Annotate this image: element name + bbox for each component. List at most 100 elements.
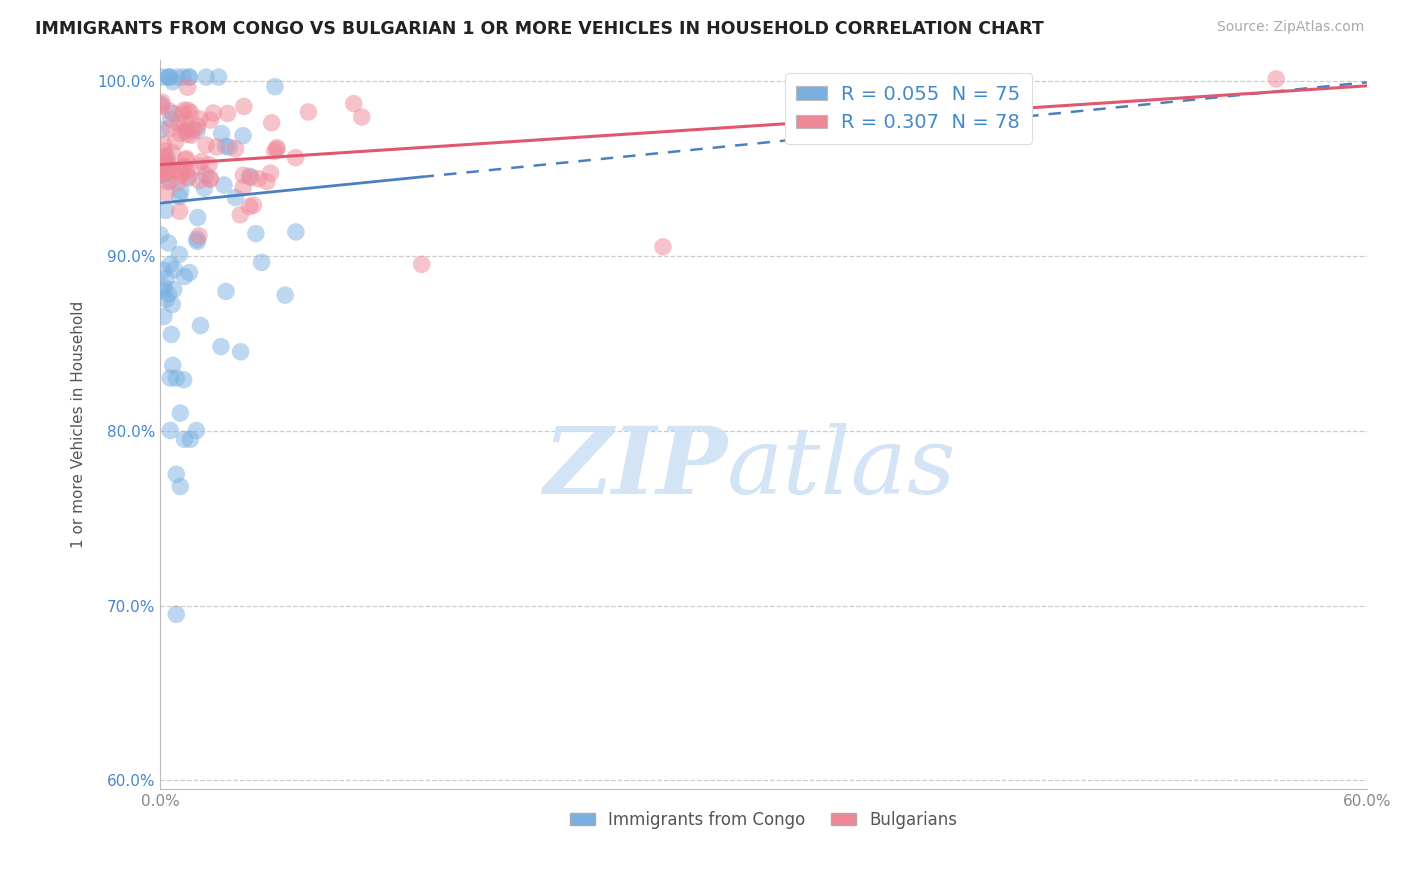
Point bbox=[652, 240, 675, 254]
Point bbox=[166, 175, 188, 189]
Point bbox=[155, 153, 177, 168]
Point bbox=[157, 159, 180, 173]
Point bbox=[156, 175, 179, 189]
Point bbox=[169, 127, 191, 141]
Point bbox=[150, 162, 173, 177]
Point bbox=[212, 178, 235, 192]
Point bbox=[176, 152, 198, 166]
Point bbox=[170, 184, 193, 198]
Point bbox=[176, 80, 198, 95]
Point bbox=[411, 257, 433, 271]
Point bbox=[200, 171, 222, 186]
Point bbox=[156, 165, 179, 179]
Point bbox=[150, 70, 173, 84]
Point bbox=[260, 116, 283, 130]
Point bbox=[174, 124, 197, 138]
Point bbox=[180, 128, 202, 143]
Point bbox=[155, 203, 177, 218]
Point bbox=[155, 271, 177, 285]
Point bbox=[167, 117, 190, 131]
Point bbox=[209, 340, 232, 354]
Point bbox=[149, 164, 172, 178]
Legend: Immigrants from Congo, Bulgarians: Immigrants from Congo, Bulgarians bbox=[564, 805, 963, 836]
Point bbox=[238, 200, 260, 214]
Point bbox=[155, 158, 177, 172]
Point bbox=[198, 158, 221, 172]
Point bbox=[229, 208, 252, 222]
Point bbox=[173, 159, 195, 173]
Point bbox=[264, 79, 287, 94]
Point bbox=[176, 128, 198, 142]
Point bbox=[179, 266, 201, 280]
Point bbox=[159, 121, 181, 136]
Point bbox=[266, 141, 288, 155]
Point bbox=[150, 99, 173, 113]
Point bbox=[1265, 71, 1288, 86]
Point bbox=[177, 70, 200, 84]
Point bbox=[165, 467, 187, 482]
Point bbox=[150, 95, 173, 110]
Point bbox=[188, 112, 211, 126]
Point bbox=[155, 186, 177, 200]
Point bbox=[229, 344, 252, 359]
Point bbox=[152, 263, 174, 277]
Point bbox=[162, 106, 184, 120]
Point bbox=[239, 169, 262, 184]
Point bbox=[172, 167, 194, 181]
Point bbox=[224, 142, 246, 156]
Point bbox=[186, 119, 208, 133]
Point bbox=[169, 189, 191, 203]
Point bbox=[183, 122, 205, 136]
Point bbox=[266, 142, 288, 156]
Point bbox=[174, 153, 197, 167]
Point bbox=[169, 406, 191, 420]
Point bbox=[149, 97, 172, 112]
Point bbox=[157, 287, 180, 301]
Point bbox=[153, 280, 176, 294]
Point bbox=[160, 327, 183, 342]
Point bbox=[172, 161, 194, 175]
Point bbox=[186, 235, 208, 249]
Point bbox=[232, 128, 254, 143]
Point bbox=[187, 211, 209, 225]
Point bbox=[157, 70, 180, 84]
Point bbox=[172, 107, 194, 121]
Point bbox=[156, 150, 179, 164]
Point bbox=[274, 288, 297, 302]
Point bbox=[284, 225, 307, 239]
Point bbox=[218, 140, 240, 154]
Point bbox=[198, 172, 221, 186]
Point bbox=[155, 293, 177, 307]
Point bbox=[170, 169, 193, 183]
Point bbox=[179, 432, 201, 446]
Point bbox=[186, 123, 208, 137]
Point bbox=[159, 424, 181, 438]
Point bbox=[157, 70, 180, 84]
Point bbox=[186, 232, 208, 246]
Text: ZIP: ZIP bbox=[543, 423, 727, 513]
Point bbox=[172, 70, 194, 84]
Point bbox=[159, 174, 181, 188]
Point bbox=[157, 161, 180, 176]
Point bbox=[173, 103, 195, 118]
Point bbox=[176, 162, 198, 177]
Point bbox=[350, 110, 373, 124]
Point bbox=[232, 168, 254, 182]
Point bbox=[162, 163, 184, 178]
Point bbox=[152, 168, 174, 182]
Point bbox=[177, 103, 200, 118]
Point bbox=[153, 310, 176, 324]
Point bbox=[166, 70, 188, 84]
Text: atlas: atlas bbox=[727, 423, 957, 513]
Point bbox=[159, 112, 181, 127]
Point bbox=[159, 371, 181, 385]
Point bbox=[190, 318, 212, 333]
Point bbox=[215, 285, 238, 299]
Point bbox=[211, 127, 233, 141]
Point bbox=[188, 173, 211, 187]
Point bbox=[165, 135, 187, 149]
Point bbox=[187, 160, 209, 174]
Point bbox=[194, 138, 217, 153]
Point bbox=[179, 105, 201, 120]
Point bbox=[150, 122, 173, 136]
